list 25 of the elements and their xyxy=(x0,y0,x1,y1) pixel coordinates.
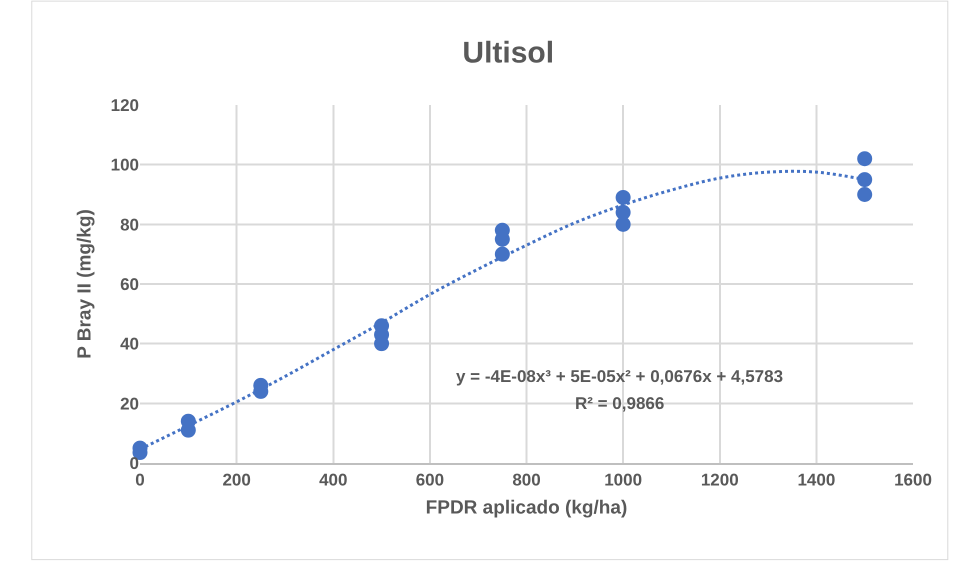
x-tick-label: 600 xyxy=(416,470,444,490)
y-tick-label: 0 xyxy=(130,454,139,473)
y-tick-label: 120 xyxy=(110,96,139,115)
x-tick-label: 1000 xyxy=(604,470,642,490)
x-tick-label: 1600 xyxy=(894,470,932,490)
x-tick-label: 400 xyxy=(319,470,348,490)
point xyxy=(616,190,631,205)
point xyxy=(857,151,872,166)
x-tick-label: 800 xyxy=(512,470,541,490)
y-tick-label: 100 xyxy=(110,156,139,175)
y-axis-title: P Bray II (mg/kg) xyxy=(74,209,96,359)
annotation: y = -4E-08x³ + 5E-05x² + 0,0676x + 4,5783 xyxy=(456,367,784,386)
point xyxy=(857,187,872,202)
x-tick-label: 200 xyxy=(222,470,251,490)
y-tick-label: 20 xyxy=(120,394,139,414)
y-tick-label: 80 xyxy=(120,215,139,234)
y-tick-label: 60 xyxy=(120,274,139,294)
annotation: R² = 0,9866 xyxy=(575,394,664,413)
point xyxy=(616,216,631,232)
point xyxy=(857,172,872,188)
x-tick-label: 1200 xyxy=(700,470,739,490)
x-axis-title: FPDR aplicado (kg/ha) xyxy=(426,498,628,519)
y-tick-label: 40 xyxy=(120,334,139,354)
x-tick-label: 1400 xyxy=(797,470,836,490)
chart-title: Ultisol xyxy=(462,36,554,70)
